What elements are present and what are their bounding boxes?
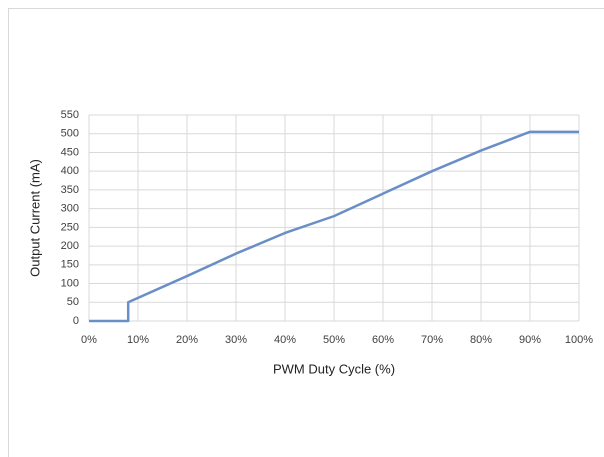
x-tick-label: 60% [372, 334, 394, 346]
y-tick-label: 0 [73, 315, 79, 327]
line [89, 130, 579, 323]
y-tick-label: 450 [61, 146, 79, 158]
y-tick-label: 150 [61, 259, 79, 271]
y-tick-label: 500 [61, 128, 79, 140]
chart-frame [8, 8, 604, 457]
x-tick-label: 0% [81, 334, 97, 346]
x-tick-label: 70% [421, 334, 443, 346]
x-tick-label: 30% [225, 334, 247, 346]
x-axis-title: PWM Duty Cycle (%) [273, 361, 395, 376]
x-tick-label: 10% [127, 334, 149, 346]
y-tick-label: 350 [61, 184, 79, 196]
y-tick-label: 50 [67, 296, 79, 308]
x-tick-label: 90% [519, 334, 541, 346]
y-tick-label: 300 [61, 203, 79, 215]
x-tick-label: 40% [274, 334, 296, 346]
x-tick-label: 20% [176, 334, 198, 346]
y-tick-label: 400 [61, 165, 79, 177]
x-tick-label: 100% [565, 334, 593, 346]
x-tick-label: 80% [470, 334, 492, 346]
y-tick-label: 550 [61, 109, 79, 121]
y-tick-label: 250 [61, 221, 79, 233]
x-tick-label: 50% [323, 334, 345, 346]
y-tick-label: 100 [61, 277, 79, 289]
y-tick-label: 200 [61, 240, 79, 252]
y-axis-title: Output Current (mA) [27, 159, 42, 277]
